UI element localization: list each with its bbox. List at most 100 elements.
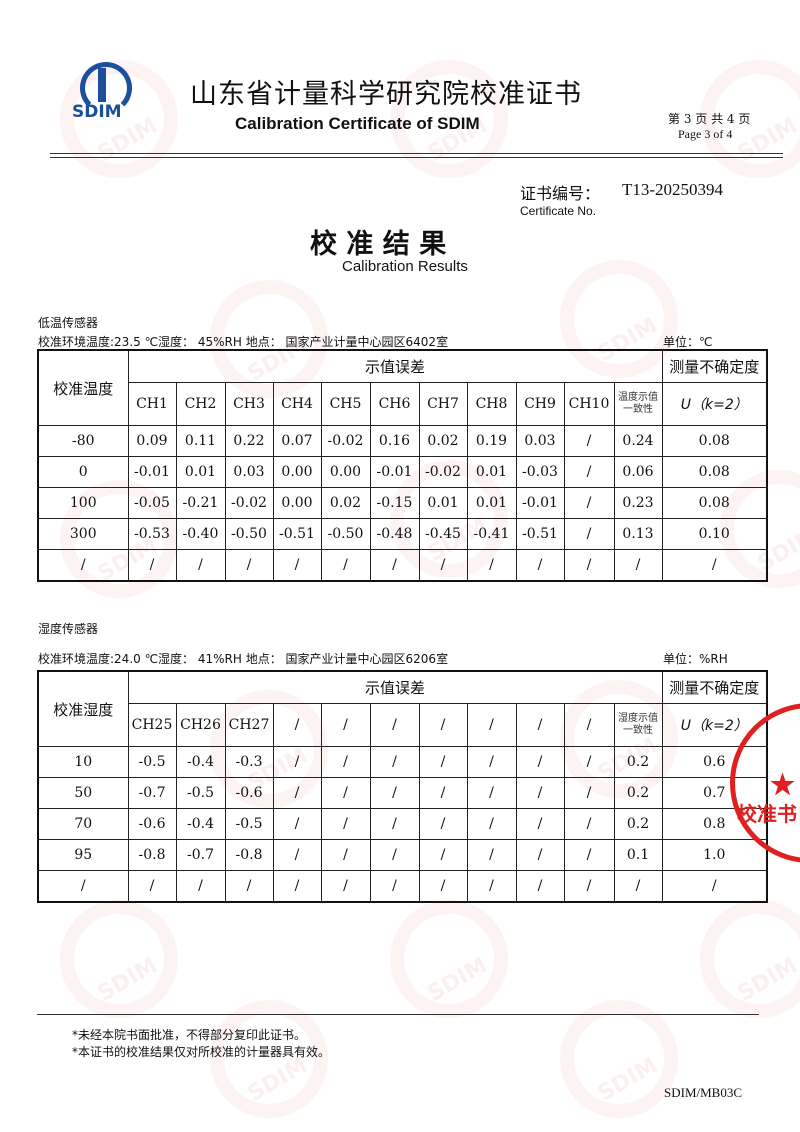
table-cell: / <box>272 870 322 903</box>
channel-header: CH2 <box>175 382 226 426</box>
table-cell: -0.7 <box>127 777 177 809</box>
table-cell: / <box>466 746 517 778</box>
table-cell: / <box>466 870 517 903</box>
channel-header: CH8 <box>466 382 517 426</box>
channel-header: / <box>272 703 322 747</box>
table-cell: -0.5 <box>127 746 177 778</box>
uncertainty-header: 测量不确定度 <box>661 349 768 383</box>
table-cell: / <box>320 839 371 871</box>
certificate-number: T13-20250394 <box>622 180 724 199</box>
table-cell: -0.6 <box>127 808 177 840</box>
table-cell: -0.6 <box>224 777 274 809</box>
table-cell: -0.01 <box>127 456 177 488</box>
table-cell: 70 <box>37 808 129 840</box>
table-cell: 0.2 <box>613 777 663 809</box>
table-cell: 50 <box>37 777 129 809</box>
table-cell: / <box>563 777 615 809</box>
table-cell: / <box>515 839 565 871</box>
table-cell: / <box>563 456 615 488</box>
table-cell: / <box>369 808 420 840</box>
group-header: 示值误差 <box>127 670 663 704</box>
channel-header: CH25 <box>127 703 177 747</box>
channel-header: CH7 <box>418 382 468 426</box>
watermark-logo: SDIM <box>538 978 700 1132</box>
channel-header: CH4 <box>272 382 322 426</box>
table-cell: / <box>515 870 565 903</box>
table-cell: 0.00 <box>320 456 371 488</box>
table-cell: / <box>175 870 226 903</box>
table-cell: -0.3 <box>224 746 274 778</box>
table-cell: / <box>272 746 322 778</box>
table-cell: -0.02 <box>418 456 468 488</box>
title-en: Calibration Certificate of SDIM <box>235 114 480 133</box>
table-cell: / <box>320 549 371 582</box>
table-cell: / <box>127 870 177 903</box>
table-cell: / <box>563 487 615 519</box>
table-row: / / / / / / / / / / / / / <box>37 870 768 903</box>
table-cell: 300 <box>37 518 129 550</box>
table-cell: 0.03 <box>515 425 565 457</box>
table-cell: / <box>661 549 768 582</box>
table-row: 0 -0.01 0.01 0.03 0.00 0.00 -0.01 -0.02 0.01 -0.0… <box>37 456 768 488</box>
certificate-label: 证书编号： <box>520 184 601 203</box>
table-cell: 0.1 <box>613 839 663 871</box>
table-cell: / <box>563 839 615 871</box>
table-cell: 0.01 <box>418 487 468 519</box>
table-cell: / <box>418 777 468 809</box>
table2-env: 校准环境温度:24.0 ℃湿度： 41%RH 地点： 国家产业计量中心园区620… <box>38 652 449 666</box>
table-cell: -0.4 <box>175 808 226 840</box>
table-cell: / <box>369 839 420 871</box>
table-cell: / <box>418 808 468 840</box>
table-cell: 0.06 <box>613 456 663 488</box>
table-cell: 0.03 <box>224 456 274 488</box>
table-cell: / <box>127 549 177 582</box>
channel-header: CH3 <box>224 382 274 426</box>
channel-header: CH26 <box>175 703 226 747</box>
table-cell: / <box>466 808 517 840</box>
table-cell: / <box>272 777 322 809</box>
table-cell: -0.51 <box>272 518 322 550</box>
table1-unit: 单位：℃ <box>663 335 713 349</box>
table-row: -80 0.09 0.11 0.22 0.07 -0.02 0.16 0.02 0.19 0.03… <box>37 425 768 457</box>
table-cell: / <box>224 870 274 903</box>
table-cell: -80 <box>37 425 129 457</box>
table-cell: -0.03 <box>515 456 565 488</box>
table-cell: -0.8 <box>127 839 177 871</box>
table-cell: / <box>563 518 615 550</box>
table-cell: / <box>466 777 517 809</box>
table-cell: -0.4 <box>175 746 226 778</box>
table-cell: -0.15 <box>369 487 420 519</box>
consistency-header: 湿度示值一致性 <box>613 703 663 747</box>
channel-header: / <box>369 703 420 747</box>
channel-header: CH5 <box>320 382 371 426</box>
table-row: 10 -0.5 -0.4 -0.3// / / / //0.2 0.6 <box>37 746 768 778</box>
table-row: 70 -0.6 -0.4 -0.5// / / / //0.2 0.8 <box>37 808 768 840</box>
table-cell: 0.08 <box>661 456 768 488</box>
table1: 校准温度 示值误差 测量不确定度 CH1 CH2 CH3 CH4 CH5 CH6 CH7 CH8 CH… <box>37 349 768 582</box>
table2-unit: 单位：%RH <box>663 652 728 666</box>
section-subtitle: Calibration Results <box>342 258 468 275</box>
table-row: / / / / / / / / / / / / / <box>37 549 768 582</box>
table-cell: 0.02 <box>418 425 468 457</box>
table-cell: / <box>272 839 322 871</box>
channel-header: CH6 <box>369 382 420 426</box>
table-cell: / <box>466 549 517 582</box>
table-cell: -0.7 <box>175 839 226 871</box>
table-cell: / <box>272 549 322 582</box>
table-cell: / <box>37 870 129 903</box>
title-cn: 山东省计量科学研究院校准证书 <box>190 79 582 110</box>
table-cell: 0.08 <box>661 487 768 519</box>
table-cell: 0.2 <box>613 808 663 840</box>
table-cell: / <box>320 746 371 778</box>
footer-note: *本证书的校准结果仅对所校准的计量器具有效。 <box>72 1045 331 1059</box>
table-cell: / <box>613 870 663 903</box>
table-cell: -0.5 <box>224 808 274 840</box>
table-cell: -0.01 <box>515 487 565 519</box>
table-cell: -0.02 <box>224 487 274 519</box>
channel-header: CH9 <box>515 382 565 426</box>
row-header: 校准温度 <box>37 349 129 426</box>
table-cell: 0.07 <box>272 425 322 457</box>
table1-env: 校准环境温度:23.5 ℃湿度： 45%RH 地点： 国家产业计量中心园区640… <box>38 335 449 349</box>
table-cell: / <box>320 777 371 809</box>
